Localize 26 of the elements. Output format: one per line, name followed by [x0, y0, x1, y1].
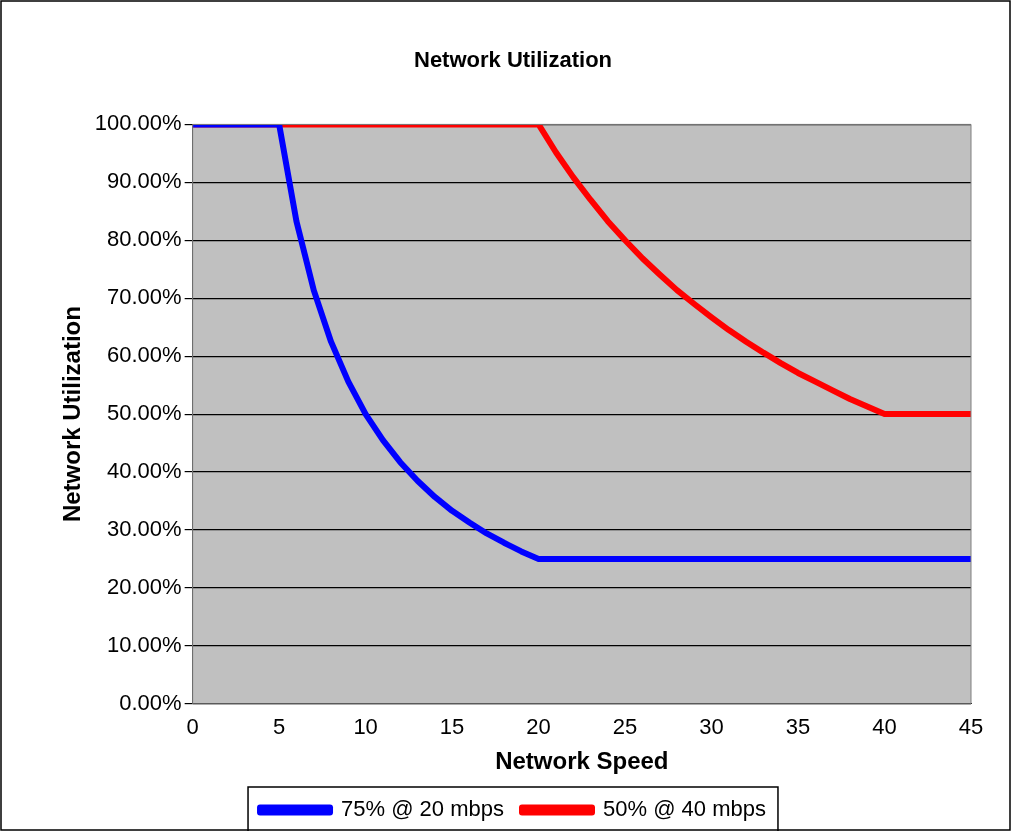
x-tick-label: 15: [439, 714, 465, 740]
x-axis-title: Network Speed: [495, 747, 669, 775]
x-tick-label: 0: [186, 714, 199, 740]
legend-label: 50% @ 40 mbps: [603, 796, 766, 822]
x-tick-label: 5: [273, 714, 286, 740]
y-tick-label: 80.00%: [107, 226, 182, 252]
chart-title: Network Utilization: [413, 47, 613, 73]
y-tick-label: 100.00%: [94, 110, 182, 136]
y-tick-label: 70.00%: [107, 284, 182, 310]
y-tick-label: 50.00%: [107, 400, 182, 426]
y-axis-title: Network Utilization: [58, 306, 86, 523]
legend-label: 75% @ 20 mbps: [341, 796, 505, 822]
x-tick-label: 45: [958, 714, 984, 740]
x-tick-label: 35: [785, 714, 811, 740]
x-tick-label: 30: [699, 714, 724, 740]
x-tick-label: 40: [872, 714, 897, 740]
y-tick-label: 60.00%: [107, 342, 182, 368]
x-tick-label: 20: [526, 714, 551, 740]
y-tick-label: 0.00%: [119, 689, 182, 715]
x-tick-label: 25: [612, 714, 638, 740]
y-tick-label: 20.00%: [107, 573, 182, 599]
y-tick-label: 10.00%: [107, 631, 182, 657]
y-tick-label: 40.00%: [107, 458, 182, 484]
y-tick-label: 30.00%: [107, 516, 182, 542]
y-tick-label: 90.00%: [107, 168, 182, 194]
x-tick-label: 10: [353, 714, 378, 740]
